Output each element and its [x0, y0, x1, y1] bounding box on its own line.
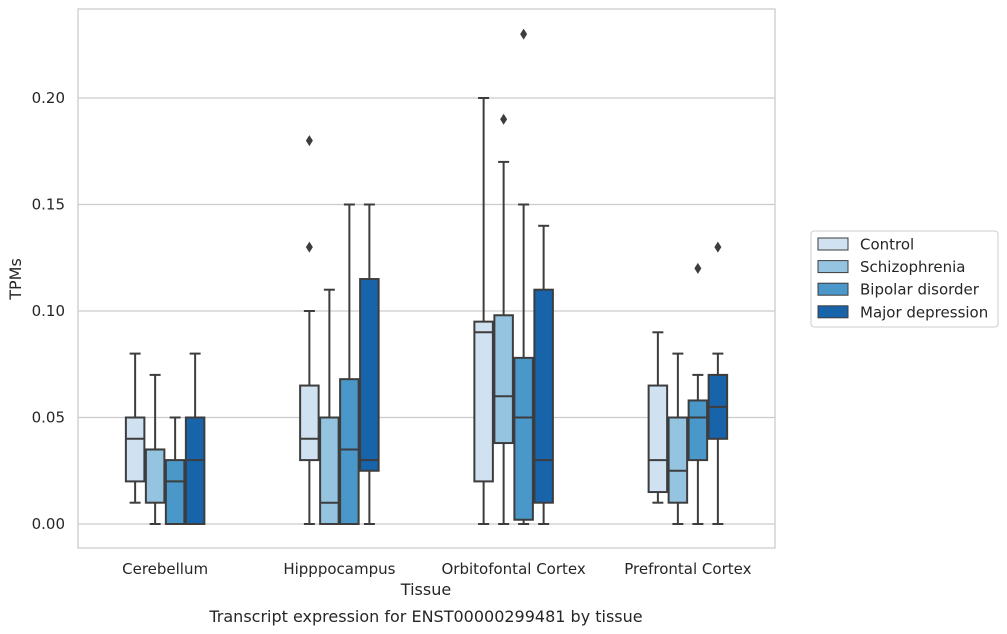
- legend-label: Bipolar disorder: [860, 281, 980, 299]
- box-group: [533, 224, 554, 525]
- outlier-point: [694, 262, 702, 274]
- box: [144, 448, 166, 504]
- box-group: [144, 373, 166, 525]
- y-tick-label: 0.10: [32, 302, 65, 320]
- x-axis-label: Tissue: [400, 580, 451, 599]
- box-group: [124, 352, 146, 504]
- legend: Control Schizophrenia Bipolar disorder Majo…: [810, 230, 999, 328]
- box-group: [667, 352, 689, 525]
- box: [647, 384, 669, 494]
- y-tick-labels: 0.00 0.05 0.10 0.15 0.20: [32, 89, 65, 533]
- box: [533, 288, 554, 504]
- box-group: [299, 135, 320, 525]
- y-axis-label: TPMs: [6, 258, 25, 301]
- y-tick-label: 0.20: [32, 89, 65, 107]
- box-group: [473, 97, 494, 525]
- boxes-layer: [124, 28, 729, 526]
- box: [164, 459, 186, 526]
- box-group: [339, 203, 360, 525]
- outlier-point: [520, 28, 528, 40]
- y-tick-label: 0.05: [32, 409, 65, 427]
- box: [513, 356, 534, 521]
- legend-swatch: [817, 282, 849, 296]
- x-tick-label: Hipppocampus: [283, 560, 395, 578]
- box: [687, 399, 709, 462]
- outlier-point: [714, 241, 722, 253]
- legend-swatch: [817, 260, 849, 274]
- box-group: [319, 288, 340, 525]
- box: [124, 416, 146, 483]
- box-group: [687, 262, 709, 525]
- outlier-point: [500, 113, 508, 125]
- y-tick-label: 0.15: [32, 196, 65, 214]
- legend-swatch: [817, 305, 849, 319]
- box-group: [359, 203, 380, 525]
- box: [339, 378, 360, 525]
- plot-frame: [77, 8, 776, 549]
- y-tick-label: 0.00: [32, 515, 65, 533]
- legend-frame: [810, 230, 999, 328]
- box: [493, 314, 514, 445]
- x-tick-labels: Cerebellum Hipppocampus Orbitofontal Corte…: [122, 560, 751, 578]
- x-tick-label: Prefrontal Cortex: [624, 560, 751, 578]
- box: [299, 384, 320, 462]
- box: [184, 416, 206, 525]
- box: [473, 320, 494, 483]
- legend-label: Control: [860, 236, 914, 254]
- legend-swatch: [817, 237, 849, 251]
- outlier-point: [305, 241, 313, 253]
- box: [667, 416, 689, 504]
- box-group: [184, 352, 206, 525]
- box-group: [164, 416, 186, 526]
- box-group: [493, 113, 514, 525]
- x-tick-label: Orbitofontal Cortex: [442, 560, 586, 578]
- box-group: [707, 241, 729, 525]
- outlier-point: [305, 135, 313, 147]
- box-group: [647, 331, 669, 504]
- box: [359, 278, 380, 472]
- legend-label: Major depression: [860, 303, 988, 321]
- box: [319, 416, 340, 525]
- chart-caption: Transcript expression for ENST0000029948…: [208, 607, 642, 626]
- box-group: [513, 28, 534, 525]
- x-tick-label: Cerebellum: [122, 560, 208, 578]
- legend-label: Schizophrenia: [860, 258, 965, 276]
